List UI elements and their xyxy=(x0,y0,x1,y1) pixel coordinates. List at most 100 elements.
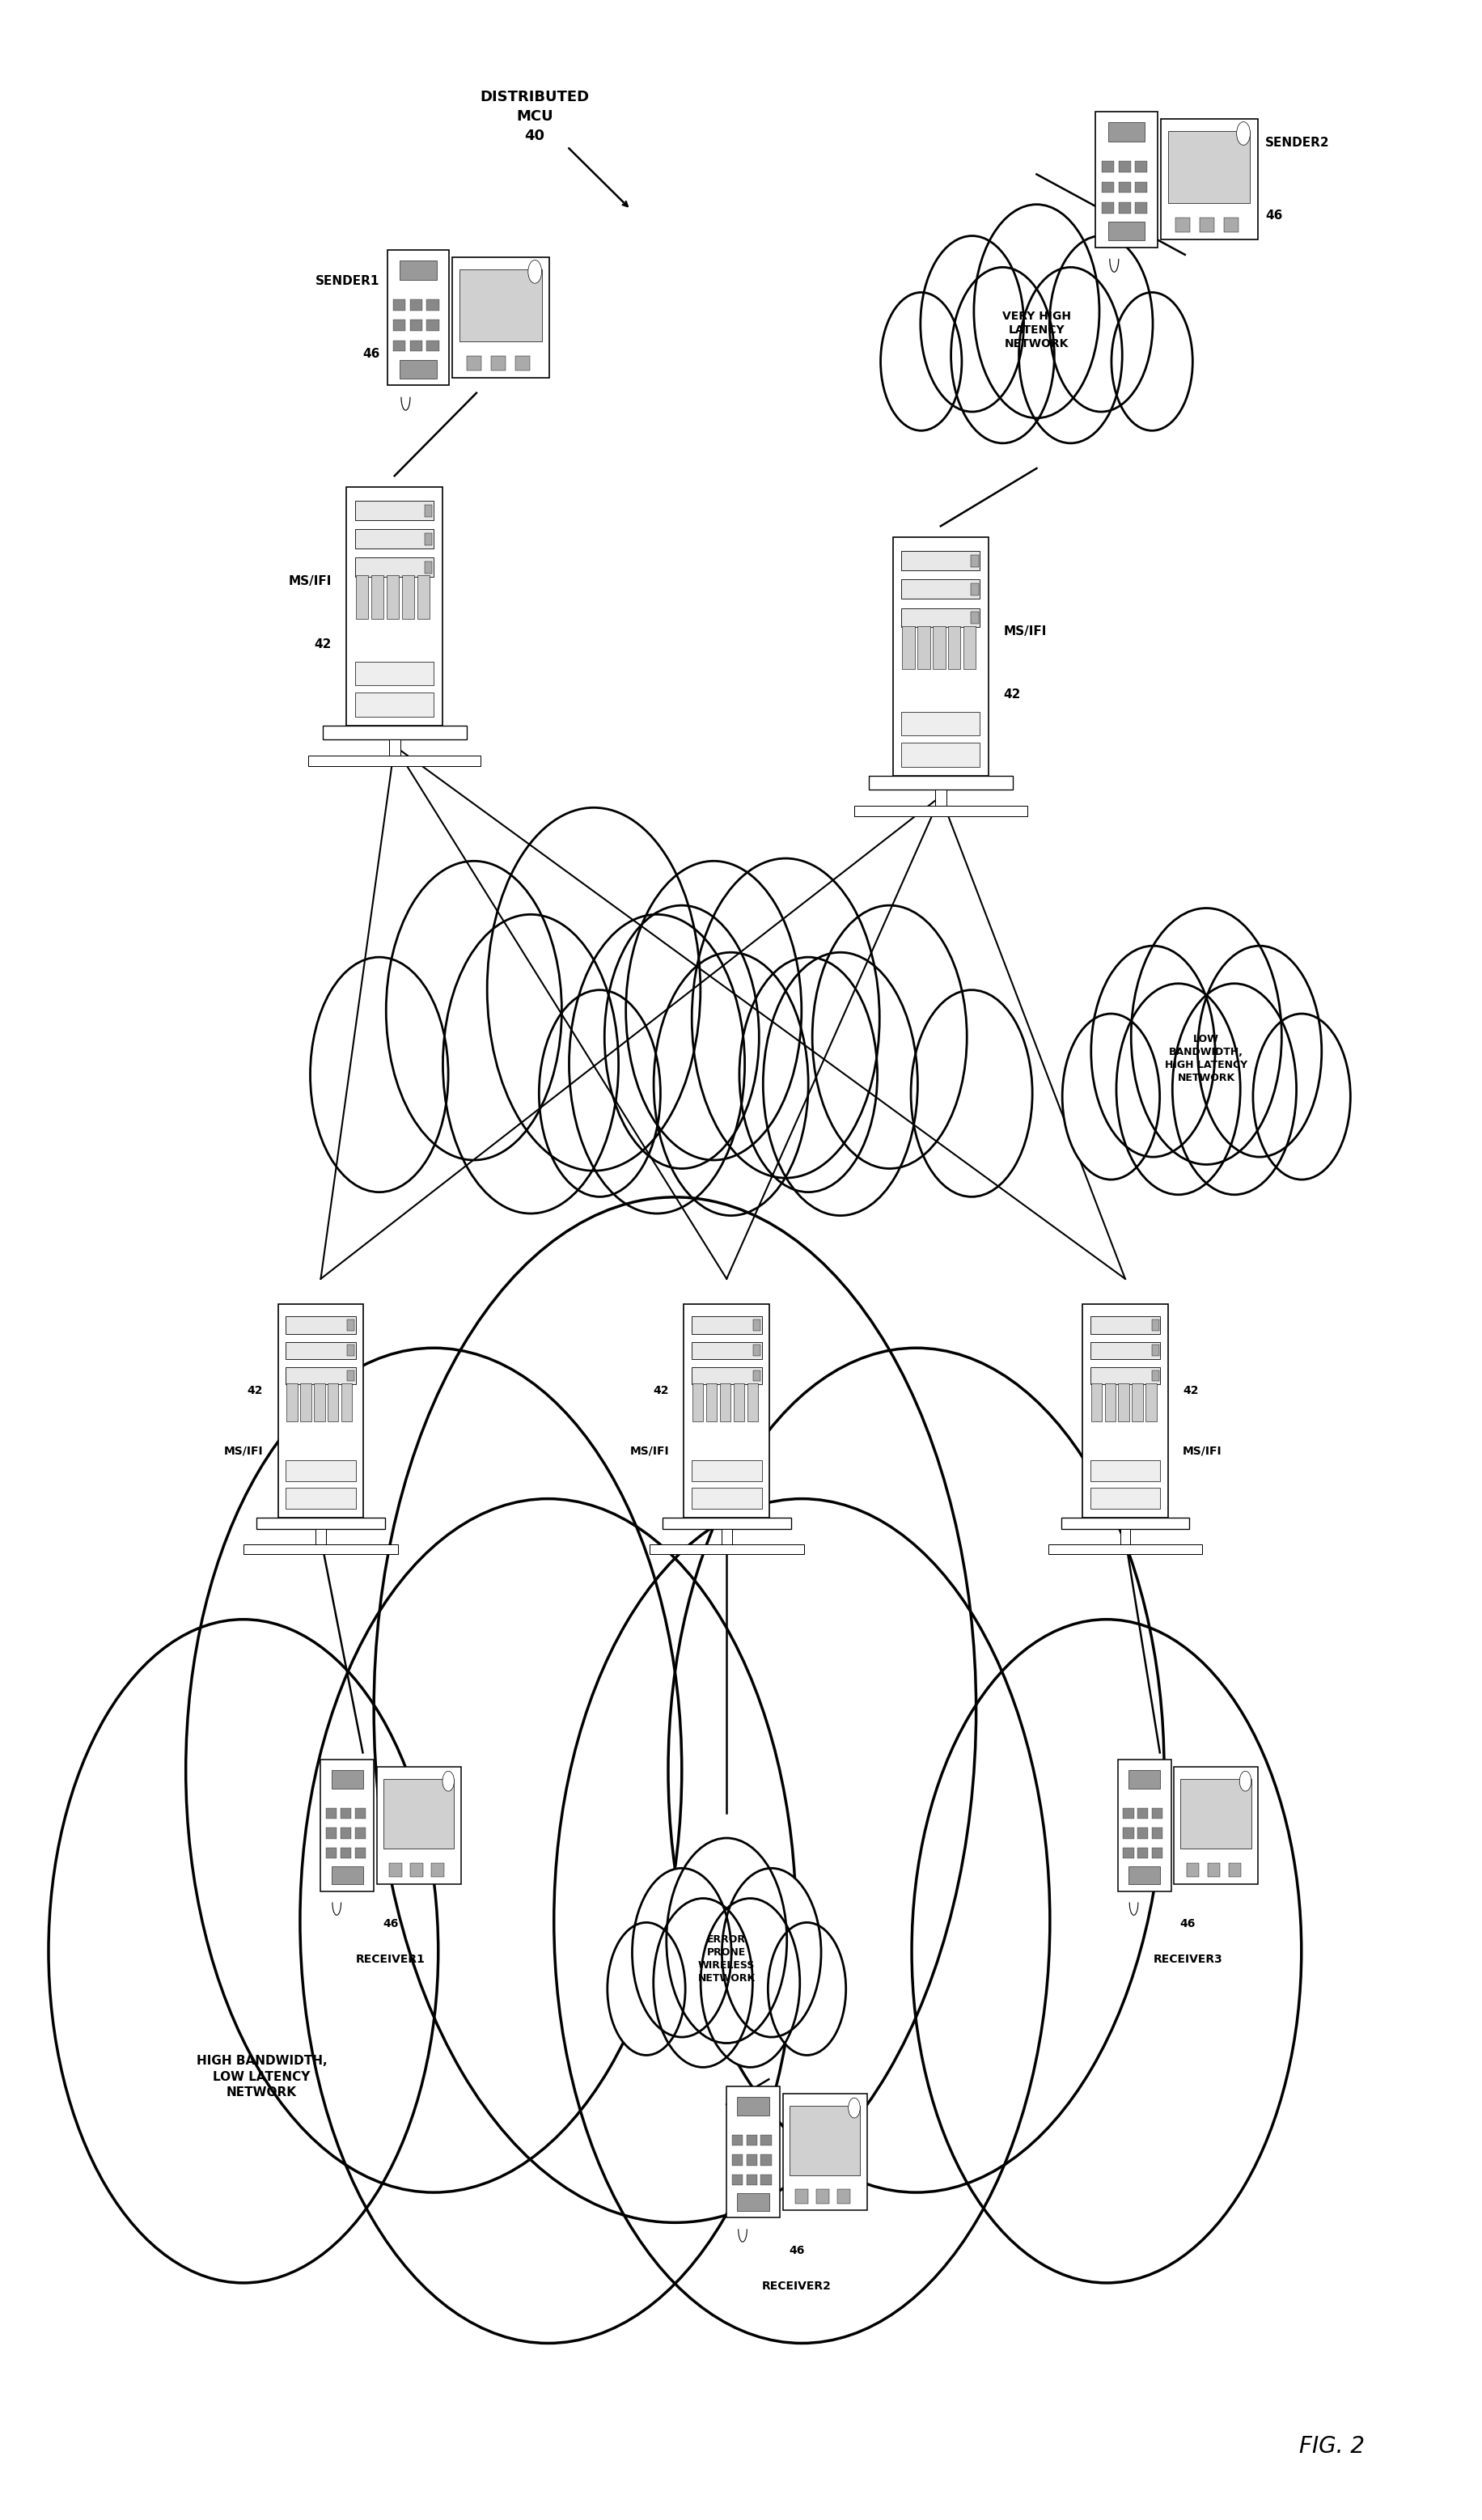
Circle shape xyxy=(631,1867,731,2036)
Circle shape xyxy=(49,1620,439,2283)
Circle shape xyxy=(920,237,1023,411)
Bar xyxy=(1117,161,1131,171)
Bar xyxy=(323,726,467,738)
Bar xyxy=(387,249,449,386)
Circle shape xyxy=(763,953,917,1215)
Bar xyxy=(384,1779,453,1850)
Bar xyxy=(971,554,978,567)
Bar xyxy=(901,743,980,766)
Bar xyxy=(1152,1320,1159,1331)
Bar xyxy=(393,300,406,310)
Circle shape xyxy=(1112,292,1192,431)
Bar xyxy=(788,2107,860,2175)
Bar xyxy=(330,1867,363,1885)
Bar xyxy=(1174,1767,1257,1885)
Bar xyxy=(1229,1862,1240,1877)
Text: 42: 42 xyxy=(314,638,332,650)
Bar xyxy=(409,340,422,350)
Bar xyxy=(901,607,980,627)
Circle shape xyxy=(701,1898,799,2066)
Bar xyxy=(427,300,439,310)
Text: RECEIVER2: RECEIVER2 xyxy=(762,2281,831,2291)
Bar xyxy=(320,1759,373,1890)
Bar xyxy=(314,1383,325,1421)
Bar xyxy=(1107,123,1144,141)
Circle shape xyxy=(768,1923,845,2056)
Bar xyxy=(734,1383,744,1421)
Bar xyxy=(1095,111,1157,247)
Bar xyxy=(692,1383,702,1421)
Bar xyxy=(399,360,436,378)
Bar xyxy=(1101,161,1113,171)
Bar xyxy=(354,1847,365,1857)
Text: FIG. 2: FIG. 2 xyxy=(1298,2434,1363,2457)
Bar xyxy=(854,806,1027,816)
Bar xyxy=(256,1517,385,1530)
Circle shape xyxy=(654,1898,753,2066)
Bar xyxy=(868,776,1012,789)
Bar xyxy=(330,1772,363,1789)
Bar xyxy=(745,2155,757,2165)
Text: 42: 42 xyxy=(247,1386,262,1396)
Bar xyxy=(1122,1847,1134,1857)
Bar xyxy=(1107,222,1144,239)
Bar xyxy=(1117,181,1131,194)
Bar xyxy=(691,1315,762,1333)
Circle shape xyxy=(812,905,966,1169)
Text: 42: 42 xyxy=(654,1386,668,1396)
Bar xyxy=(1199,217,1214,232)
Text: 42: 42 xyxy=(1003,688,1020,701)
Bar xyxy=(1122,1809,1134,1819)
Circle shape xyxy=(605,905,759,1169)
Circle shape xyxy=(910,990,1031,1197)
Bar xyxy=(747,1383,757,1421)
Bar xyxy=(1101,202,1113,214)
Bar xyxy=(753,1320,760,1331)
Bar xyxy=(1119,1530,1129,1545)
Bar xyxy=(393,340,406,350)
Bar xyxy=(1061,1517,1189,1530)
Bar xyxy=(427,320,439,330)
Bar xyxy=(1104,1383,1114,1421)
Bar xyxy=(1175,217,1189,232)
Bar xyxy=(732,2155,742,2165)
Circle shape xyxy=(665,1837,787,2044)
Bar xyxy=(299,1383,311,1421)
Circle shape xyxy=(911,1620,1301,2283)
Bar xyxy=(737,2097,769,2114)
Circle shape xyxy=(1049,237,1152,411)
Bar xyxy=(948,625,960,668)
Bar xyxy=(372,575,384,617)
Bar xyxy=(1122,1827,1134,1840)
Bar xyxy=(1117,1383,1129,1421)
Bar xyxy=(326,1847,336,1857)
Circle shape xyxy=(539,990,659,1197)
Bar xyxy=(903,625,914,668)
Bar xyxy=(691,1459,762,1482)
Bar xyxy=(356,575,368,617)
Circle shape xyxy=(1236,121,1249,146)
Bar xyxy=(760,2134,771,2145)
Bar xyxy=(837,2190,849,2202)
Bar xyxy=(1186,1862,1199,1877)
Bar xyxy=(691,1368,762,1383)
Bar xyxy=(316,1530,326,1545)
Bar xyxy=(376,1767,461,1885)
Bar xyxy=(356,501,434,519)
Bar xyxy=(286,1368,356,1383)
Circle shape xyxy=(1172,983,1295,1194)
Bar xyxy=(1137,1847,1147,1857)
Bar xyxy=(341,1827,351,1840)
Bar xyxy=(356,660,434,685)
Bar xyxy=(760,2175,771,2185)
Bar xyxy=(1137,1827,1147,1840)
Bar xyxy=(971,612,978,625)
Text: 46: 46 xyxy=(1180,1918,1194,1930)
Bar xyxy=(424,504,433,517)
Bar xyxy=(963,625,975,668)
Bar xyxy=(1135,202,1147,214)
Bar xyxy=(1152,1371,1159,1381)
Bar xyxy=(402,575,415,617)
Bar xyxy=(1137,1809,1147,1819)
Bar xyxy=(691,1487,762,1509)
